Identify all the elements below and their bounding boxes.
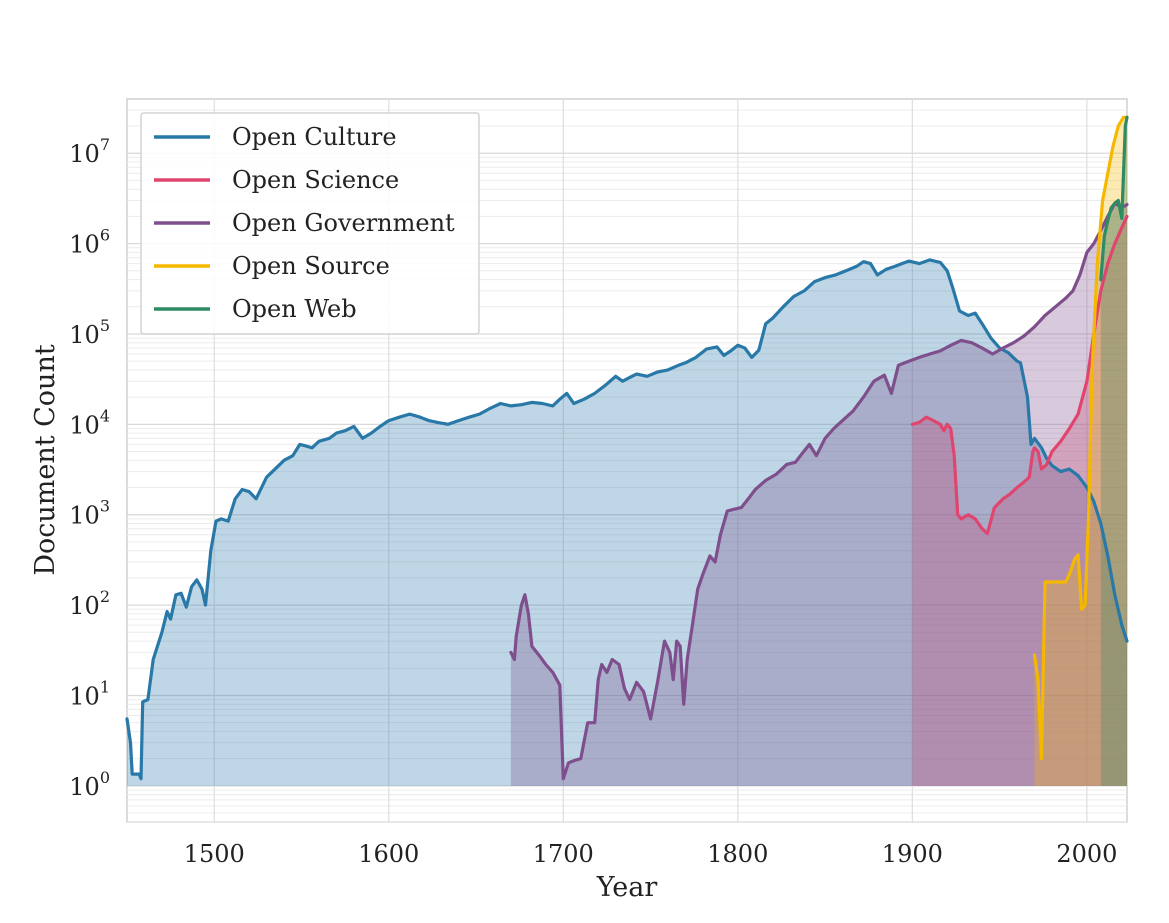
x-axis-label: Year	[596, 872, 658, 903]
x-tick-label: 1700	[533, 840, 594, 868]
y-tick-label: 102	[69, 587, 110, 620]
x-tick-label: 1500	[184, 840, 245, 868]
legend: Open Culture Open Science Open Government O…	[140, 112, 480, 335]
y-tick-label: 103	[69, 497, 110, 530]
legend-label: Open Web	[232, 295, 357, 323]
x-tick-label: 2000	[1056, 840, 1117, 868]
legend-label: Open Source	[232, 252, 390, 280]
x-axis-ticks: 1500 1600 1700 1800 1900 2000	[184, 840, 1118, 868]
series-areas	[127, 117, 1127, 786]
area-open-government	[510, 203, 1127, 786]
line-open-science	[910, 214, 1129, 536]
legend-label: Open Government	[232, 209, 455, 237]
area-open-culture	[127, 259, 1127, 786]
y-tick-label: 101	[69, 677, 110, 710]
y-tick-label: 106	[69, 226, 110, 259]
y-tick-label: 100	[69, 768, 110, 801]
y-tick-label: 104	[69, 406, 110, 439]
area-open-science	[912, 216, 1127, 786]
y-tick-label: 105	[69, 316, 110, 349]
line-open-government	[509, 201, 1129, 781]
legend-box	[140, 112, 480, 335]
x-tick-label: 1900	[882, 840, 943, 868]
minor-grid	[127, 109, 1127, 823]
x-tick-label: 1800	[707, 840, 768, 868]
line-open-web	[1099, 115, 1129, 282]
series-lines	[125, 115, 1129, 781]
legend-label: Open Culture	[232, 123, 397, 151]
y-tick-label: 107	[69, 135, 110, 168]
line-open-culture	[125, 258, 1129, 781]
x-tick-label: 1600	[358, 840, 419, 868]
y-axis-ticks: 100 101 102 103 104 105 106 107	[69, 135, 110, 801]
y-axis-label: Document Count	[30, 344, 61, 576]
legend-label: Open Science	[232, 166, 399, 194]
line-open-source	[1032, 115, 1129, 761]
